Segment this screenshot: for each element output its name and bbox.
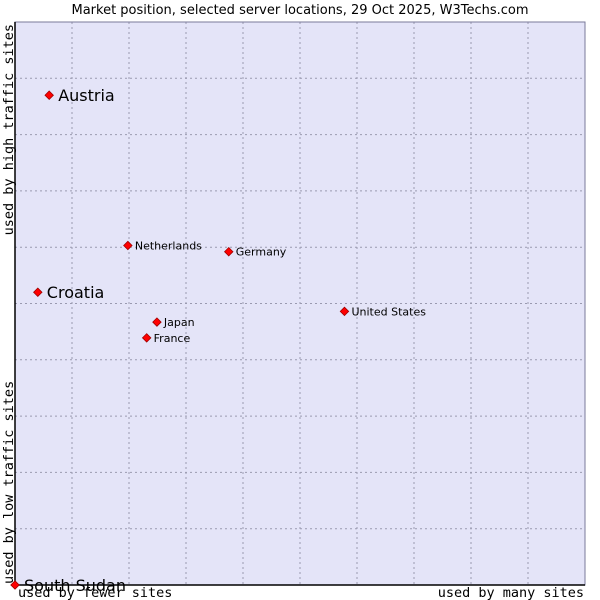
x-axis-label-right: used by many sites [438, 585, 584, 600]
data-points: Austria Croatia South Sudan Netherlands Germ… [10, 86, 426, 595]
point-marker [141, 333, 152, 343]
data-point-austria: Austria [44, 86, 115, 105]
point-marker [123, 240, 133, 251]
point-marker [223, 246, 234, 257]
gridlines [15, 22, 585, 585]
point-label: United States [351, 305, 426, 318]
data-point-south-sudan: South Sudan [10, 576, 126, 595]
point-marker [44, 90, 54, 100]
y-axis-label-top: used by high traffic sites [1, 24, 17, 235]
point-label: Germany [236, 246, 287, 259]
point-marker [10, 580, 20, 590]
axes [14, 21, 586, 586]
data-point-croatia: Croatia [33, 283, 105, 302]
data-point-germany: Germany [223, 246, 287, 259]
data-point-france: France [141, 332, 191, 345]
point-marker [33, 287, 43, 298]
point-label: Austria [58, 86, 115, 105]
data-point-united-states: United States [339, 305, 426, 318]
point-label: Japan [163, 316, 195, 329]
x-axis-label-left: used by fewer sites [18, 585, 172, 600]
data-point-netherlands: Netherlands [123, 240, 202, 253]
y-axis-label-bottom: used by low traffic sites [1, 381, 17, 584]
point-marker [152, 317, 162, 327]
chart-title: Market position, selected server locatio… [71, 3, 528, 18]
point-label: France [154, 332, 191, 345]
point-label: Croatia [47, 283, 105, 302]
point-label: Netherlands [135, 240, 202, 253]
data-point-japan: Japan [152, 316, 195, 329]
point-marker [339, 306, 350, 317]
point-label: South Sudan [24, 576, 126, 595]
